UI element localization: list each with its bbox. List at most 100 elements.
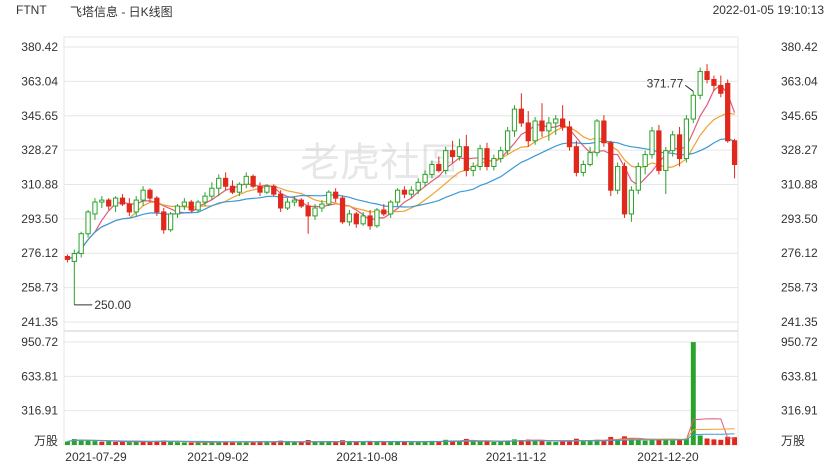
candle <box>443 146 449 175</box>
candle-body <box>250 175 256 187</box>
volume-bar <box>264 442 270 445</box>
volume-bar <box>580 441 586 445</box>
volume-bar <box>477 441 483 445</box>
volume-bar <box>209 441 215 445</box>
volume-bar <box>635 440 641 445</box>
candle <box>140 186 146 207</box>
volume-bar <box>243 441 249 445</box>
date-tick-label: 2021-12-20 <box>637 450 699 464</box>
candle <box>449 140 456 163</box>
volume-bar <box>587 440 593 445</box>
volume-bar <box>257 441 263 445</box>
candle-body <box>525 122 531 142</box>
candle-body <box>264 185 270 193</box>
candle <box>222 172 229 191</box>
date-tick-label: 2021-10-08 <box>336 450 398 464</box>
candle <box>181 198 187 210</box>
candle-body <box>78 233 84 254</box>
candle-body <box>518 108 524 124</box>
candle <box>539 103 545 137</box>
candle-body <box>504 130 511 152</box>
price-tick-label-right: 276.12 <box>781 246 818 260</box>
candle-body <box>601 120 607 144</box>
candle-body <box>422 173 428 183</box>
volume-bars <box>64 342 738 445</box>
candle <box>594 119 600 157</box>
candle <box>690 91 696 123</box>
candle <box>628 186 635 222</box>
volume-bar <box>518 440 524 445</box>
candle-body <box>319 203 325 209</box>
volume-bar <box>443 439 449 445</box>
price-tick-label-left: 276.12 <box>21 246 58 260</box>
candle-body <box>477 148 483 167</box>
candle-body <box>133 199 139 213</box>
candle-body <box>615 165 621 191</box>
candle-body <box>463 146 469 171</box>
volume-bar <box>525 439 531 445</box>
candle <box>422 170 428 187</box>
candle <box>697 67 703 100</box>
candle-body <box>92 201 98 215</box>
candle <box>580 160 586 177</box>
candle-body <box>587 152 593 165</box>
volume-bar <box>718 439 724 445</box>
candle <box>284 198 291 210</box>
candle <box>229 180 236 195</box>
candle-body <box>663 150 669 171</box>
candle <box>64 254 71 263</box>
volume-bar <box>649 439 655 445</box>
candle <box>119 194 126 207</box>
candle-body <box>697 71 703 96</box>
candle <box>635 162 641 195</box>
candle-body <box>85 211 91 235</box>
volume-bar <box>119 441 125 445</box>
candle <box>92 198 98 220</box>
price-tick-label-right: 363.04 <box>781 74 818 88</box>
candle <box>236 182 243 197</box>
candle-body <box>429 163 435 175</box>
candle <box>381 204 387 216</box>
candle-body <box>339 197 346 223</box>
volume-axis-left: 950.72 633.81 316.91 万股 <box>21 335 58 448</box>
candle <box>525 111 531 147</box>
candle-body <box>649 130 655 156</box>
volume-bar <box>422 441 428 445</box>
candle <box>456 138 463 161</box>
candle <box>126 198 132 216</box>
candle-body <box>608 142 614 191</box>
candle <box>408 186 414 199</box>
candle-body <box>229 185 236 193</box>
candle <box>477 144 483 171</box>
volume-bar <box>175 442 180 445</box>
candle <box>470 162 476 177</box>
candle-body <box>690 94 696 120</box>
volume-bar <box>216 441 222 445</box>
price-tick-label-left: 310.88 <box>21 178 58 192</box>
candle-body <box>628 189 635 215</box>
candle-body <box>305 205 311 217</box>
volume-bar <box>133 441 139 445</box>
volume-bar <box>298 442 304 445</box>
candle-body <box>449 150 456 158</box>
price-tick-label-left: 380.42 <box>21 40 58 54</box>
candle <box>154 196 160 216</box>
candle-body <box>532 120 538 142</box>
plot-frame <box>63 36 739 446</box>
candle-body <box>333 191 339 199</box>
candle-body <box>112 197 119 207</box>
volume-unit-left: 万股 <box>34 434 58 448</box>
candle-body <box>642 154 648 167</box>
volume-tick-label-right: 950.72 <box>781 335 818 349</box>
candle-body <box>161 211 167 231</box>
candle <box>209 182 215 201</box>
price-tick-label-right: 258.73 <box>781 281 818 295</box>
candle <box>725 79 731 143</box>
candle-body <box>683 118 690 160</box>
candle-body <box>291 199 298 203</box>
candle-body <box>566 126 573 148</box>
candle-body <box>99 199 105 203</box>
price-annotations: 371.77 250.00 <box>74 76 694 312</box>
candle <box>305 202 311 234</box>
candle-body <box>711 78 717 86</box>
